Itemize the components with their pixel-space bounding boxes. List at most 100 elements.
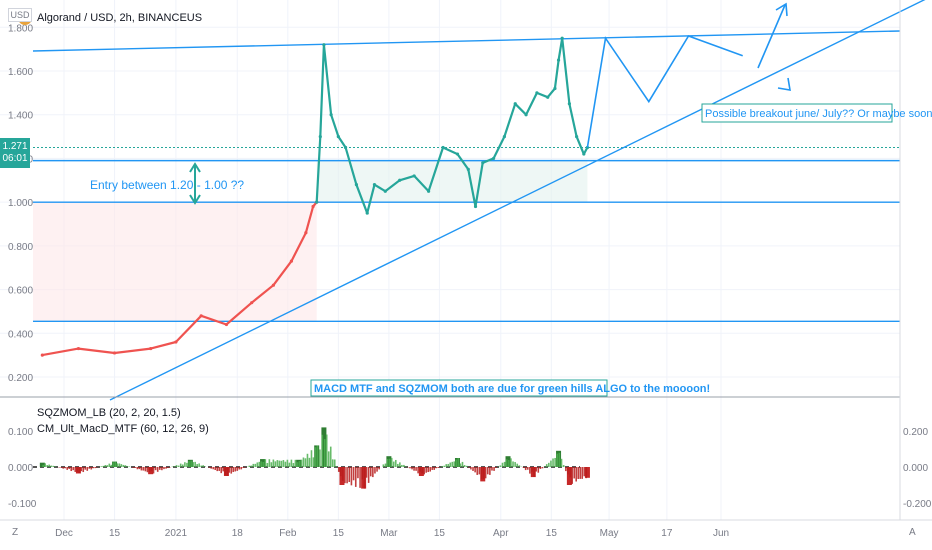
oscillator-bar xyxy=(431,467,434,470)
profit-zone-fill xyxy=(316,160,588,203)
oscillator-bar xyxy=(304,458,307,467)
oscillator-bar xyxy=(276,460,279,467)
oscillator-bar xyxy=(150,467,153,472)
oscillator-bar xyxy=(545,464,548,467)
price-point xyxy=(329,113,333,117)
oscillator-bar xyxy=(463,465,466,467)
time-tick-label: 17 xyxy=(661,528,673,539)
oscillator xyxy=(33,427,590,489)
oscillator-bar xyxy=(409,467,411,469)
oscillator-bar xyxy=(337,467,340,472)
oscillator-bar xyxy=(541,467,544,469)
price-tick-label: 1.000 xyxy=(8,198,33,209)
oscillator-bar xyxy=(484,467,487,479)
price-point xyxy=(582,152,586,156)
oscillator-bar xyxy=(489,467,491,475)
oscillator-bar xyxy=(472,467,474,471)
oscillator-bar xyxy=(254,463,257,467)
oscillator-bar xyxy=(294,459,297,467)
oscillator-bar xyxy=(116,463,119,467)
price-point xyxy=(553,86,557,91)
oscillator-bar xyxy=(94,467,97,469)
breakout-annotation[interactable]: Possible breakout june/ July?? Or maybe … xyxy=(705,108,932,120)
oscillator-bar xyxy=(459,463,462,467)
oscillator-bar xyxy=(569,467,571,478)
indicator-note[interactable]: MACD MTF and SQZMOM both are due for gre… xyxy=(314,383,710,395)
oscillator-bar xyxy=(394,459,397,467)
oscillator-bar xyxy=(82,467,85,473)
oscillator-bar xyxy=(179,463,182,467)
currency-badge[interactable]: USD xyxy=(8,8,32,22)
oscillator-bar xyxy=(66,467,69,470)
oscillator-bar xyxy=(210,467,213,469)
oscillator-bar xyxy=(204,466,206,467)
oscillator-bar xyxy=(397,463,399,467)
oscillator-bar xyxy=(575,467,578,482)
oscillator-bar xyxy=(429,467,432,472)
oscillator-bar xyxy=(298,461,301,467)
entry-annotation[interactable]: Entry between 1.20 - 1.00 ?? xyxy=(90,178,244,192)
oscillator-bar xyxy=(365,467,368,478)
oscillator-bar xyxy=(46,465,48,467)
time-tick-label: May xyxy=(600,528,619,539)
oscillator-bar xyxy=(181,464,184,467)
oscillator-bar xyxy=(175,465,178,467)
oscillator-bar xyxy=(571,467,573,484)
oscillator-bar xyxy=(539,467,542,469)
legend-sqzmom[interactable]: SQZMOM_LB (20, 2, 20, 1.5) xyxy=(37,407,181,419)
oscillator-bar xyxy=(134,467,137,468)
oscillator-bar xyxy=(552,458,554,467)
price-point xyxy=(304,231,308,235)
oscillator-bar xyxy=(194,461,196,467)
price-point xyxy=(112,351,117,355)
price-point xyxy=(318,134,322,139)
oscillator-bar xyxy=(284,461,287,467)
z-icon[interactable]: Z xyxy=(12,527,18,538)
oscillator-bar xyxy=(161,467,163,471)
oscillator-bar xyxy=(138,467,141,470)
oscillator-bar xyxy=(258,461,261,467)
oscillator-bar xyxy=(212,467,215,470)
oscillator-bar xyxy=(465,465,468,467)
price-badge-value: 1.271 xyxy=(2,141,28,152)
oscillator-bar xyxy=(280,460,283,467)
oscillator-bar xyxy=(310,450,313,467)
oscillator-bar xyxy=(306,453,309,467)
trendlines xyxy=(32,0,926,401)
price-point xyxy=(513,102,517,106)
oscillator-bar xyxy=(339,467,342,477)
oscillator-bar xyxy=(200,465,202,467)
oscillator-bar xyxy=(411,467,413,470)
oscillator-bar xyxy=(455,459,458,467)
oscillator-bar xyxy=(248,465,251,467)
oscillator-bar xyxy=(461,461,464,467)
oscillator-bar xyxy=(486,467,489,475)
price-point xyxy=(491,156,496,161)
oscillator-bar xyxy=(367,467,370,483)
price-point xyxy=(372,183,377,187)
legend-macd[interactable]: CM_Ult_MacD_MTF (60, 12, 26, 9) xyxy=(37,423,209,435)
oscillator-bar xyxy=(256,462,259,467)
oscillator-bar xyxy=(60,467,62,468)
oscillator-bar xyxy=(518,465,521,467)
oscillator-bar xyxy=(435,467,438,469)
price-point xyxy=(575,134,579,139)
oscillator-bar xyxy=(378,467,380,470)
oscillator-bar xyxy=(52,465,54,467)
oscillator-bar xyxy=(579,467,582,479)
breakout-annotation-box xyxy=(701,103,893,123)
oscillator-bar xyxy=(548,462,550,467)
oscillator-bar xyxy=(240,467,243,470)
oscillator-bar xyxy=(376,467,378,472)
oscillator-bar xyxy=(186,462,188,467)
oscillator-bar xyxy=(449,462,452,467)
price-point xyxy=(322,43,326,47)
price-tick-label: 0.400 xyxy=(8,329,33,340)
upper-channel-line xyxy=(32,30,901,52)
time-tick-label: Dec xyxy=(55,528,73,539)
a-icon[interactable]: A xyxy=(909,527,916,538)
price-point xyxy=(149,346,153,351)
oscillator-bar xyxy=(470,467,472,470)
chart-title[interactable]: Algorand / USD, 2h, BINANCEUS xyxy=(37,12,202,24)
